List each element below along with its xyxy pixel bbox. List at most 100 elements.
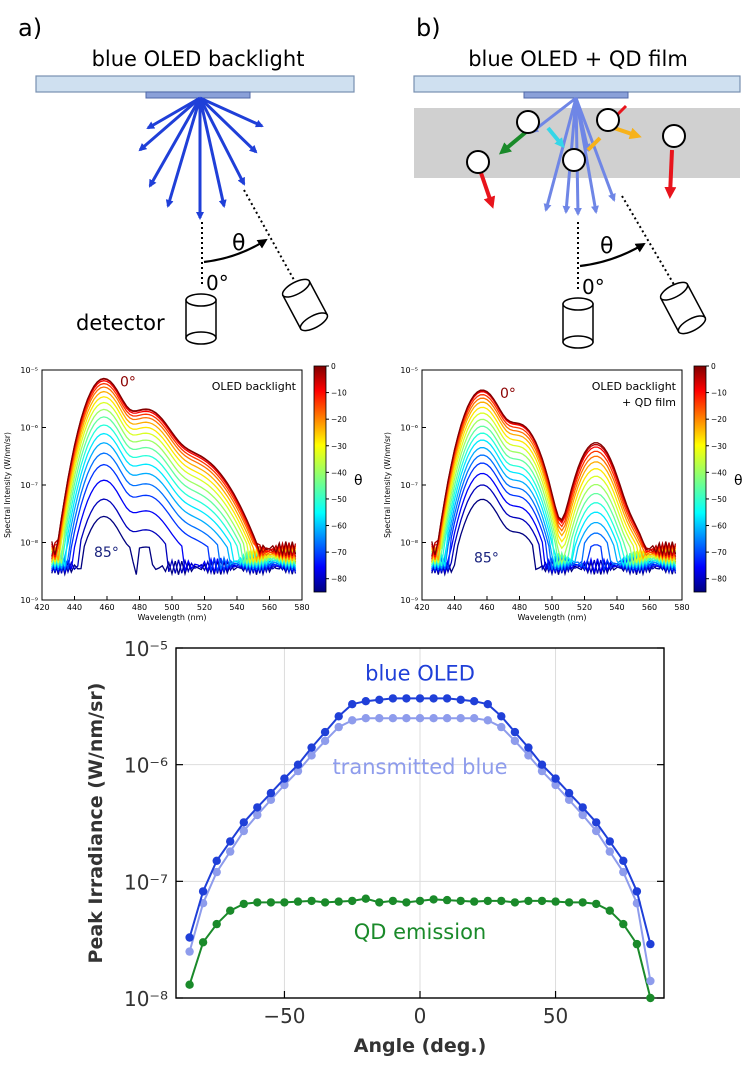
- spectrum-line--15deg: [431, 394, 677, 559]
- series-point-blue-oled: [239, 818, 248, 827]
- x-tick-label: 460: [99, 603, 114, 612]
- x-tick-label: 540: [229, 603, 244, 612]
- series-point-qd-emission: [524, 896, 533, 906]
- transmitted-ray-arrow: [574, 97, 616, 202]
- spectrum-line--35deg: [431, 412, 677, 565]
- series-point-qd-emission: [320, 898, 330, 907]
- plot-annotation-line-2: + QD film: [622, 396, 676, 409]
- series-point-qd-emission: [578, 898, 587, 907]
- series-point-transmitted-blue: [470, 714, 479, 723]
- series-point-transmitted-blue: [497, 722, 506, 732]
- transmitted-ray-arrow: [530, 96, 577, 134]
- x-axis-label: Angle (deg.): [354, 1035, 487, 1057]
- angled-dotted-line: [243, 189, 295, 281]
- y-axis-label: Spectral Intensity (W/nm/sr): [3, 432, 12, 538]
- legend-transmitted-blue: transmitted blue: [332, 755, 507, 779]
- oled-chip: [145, 91, 251, 99]
- series-point-blue-oled: [293, 760, 303, 769]
- series-point-transmitted-blue: [456, 714, 465, 723]
- y-tick-label: 10⁻⁸: [400, 539, 418, 548]
- plot-annotation: OLED backlight: [212, 380, 297, 393]
- peak-label-0deg: 0°: [500, 386, 516, 402]
- colorbar-tick-label: −80: [711, 575, 727, 584]
- panel-a-title: blue OLED backlight: [92, 47, 305, 71]
- oled-ray-arrow: [165, 97, 202, 208]
- series-point-transmitted-blue: [578, 810, 587, 820]
- series-point-blue-oled: [361, 697, 370, 706]
- colorbar-tick-label: −60: [331, 522, 347, 531]
- series-point-transmitted-blue: [402, 714, 411, 723]
- series-point-transmitted-blue: [185, 947, 194, 956]
- series-point-transmitted-blue: [619, 867, 628, 877]
- colorbar-tick-label: −30: [331, 442, 347, 451]
- series-point-transmitted-blue: [429, 714, 438, 723]
- panel-b-title: blue OLED + QD film: [468, 47, 688, 71]
- x-tick-label: 440: [447, 603, 462, 612]
- series-point-blue-oled: [619, 856, 628, 865]
- series-point-blue-oled: [510, 727, 520, 737]
- oled-ray-arrow: [199, 96, 264, 128]
- cyan-arrow: [546, 126, 565, 149]
- detector-normal-icon-b: [562, 297, 594, 349]
- x-tick-label: 420: [34, 603, 49, 612]
- series-point-blue-oled: [320, 727, 330, 737]
- colorbar-tick-label: −70: [331, 548, 347, 557]
- colorbar: [693, 365, 707, 593]
- series-point-qd-emission: [497, 896, 506, 906]
- series-point-transmitted-blue: [307, 751, 316, 760]
- series-point-qd-emission: [185, 980, 194, 989]
- y-tick-label: 10⁻⁹: [20, 596, 38, 605]
- series-point-qd-emission: [415, 896, 425, 906]
- colorbar-tick-label: 0: [331, 362, 336, 371]
- y-tick-label: 10⁻⁷: [20, 481, 38, 490]
- series-point-blue-oled: [524, 743, 533, 752]
- transmitted-ray-arrow: [574, 97, 591, 152]
- series-point-blue-oled: [375, 695, 384, 704]
- series-point-transmitted-blue: [483, 716, 492, 725]
- series-point-transmitted-blue: [442, 714, 452, 723]
- y-axis-label: Spectral Intensity (W/nm/sr): [383, 432, 392, 538]
- x-tick-label: 560: [262, 603, 277, 612]
- series-point-blue-oled: [348, 700, 357, 709]
- series-point-transmitted-blue: [415, 714, 425, 723]
- panel-a-schematic: a) blue OLED backlight θ 0° detector: [18, 14, 355, 345]
- series-point-blue-oled: [456, 695, 465, 704]
- x-tick-label: 50: [543, 1004, 568, 1028]
- angle-arc-arrow-b: [579, 242, 646, 268]
- series-point-qd-emission: [605, 906, 614, 915]
- series-point-blue-oled: [415, 694, 425, 703]
- series-point-transmitted-blue: [253, 810, 262, 820]
- series-point-qd-emission: [470, 897, 479, 906]
- series-point-qd-emission: [307, 896, 316, 906]
- x-axis-label: Wavelength (nm): [517, 613, 586, 622]
- spectrum-line--25deg: [51, 390, 297, 563]
- series-point-blue-oled: [632, 887, 642, 896]
- colorbar-theta-label: θ: [734, 473, 743, 489]
- x-tick-label: 500: [164, 603, 179, 612]
- y-tick-label: 10⁻⁷: [400, 481, 418, 490]
- colorbar-tick-label: −20: [711, 415, 727, 424]
- theta-label-a: θ: [232, 231, 245, 256]
- series-point-blue-oled: [266, 788, 276, 798]
- series-point-blue-oled: [483, 700, 492, 709]
- series-point-transmitted-blue: [646, 976, 655, 986]
- colorbar-tick-label: −50: [711, 495, 727, 504]
- series-point-transmitted-blue: [388, 714, 398, 723]
- spectrum-line-0deg: [431, 389, 677, 558]
- series-point-qd-emission: [212, 919, 221, 929]
- theta-label-b: θ: [600, 234, 613, 259]
- quantum-dot-icon: [562, 148, 586, 172]
- legend-qd-emission: QD emission: [354, 920, 486, 944]
- legend-blue-oled: blue OLED: [365, 661, 475, 685]
- series-point-blue-oled: [497, 712, 506, 721]
- series-point-blue-oled: [429, 694, 438, 703]
- colorbar-tick-label: −50: [331, 495, 347, 504]
- x-axis-label: Wavelength (nm): [137, 613, 206, 622]
- quantum-dot-icon: [516, 110, 540, 134]
- series-point-blue-oled: [551, 774, 560, 783]
- series-point-transmitted-blue: [266, 795, 276, 804]
- peak-irradiance-plot: 10⁻⁸ 10⁻⁷ 10⁻⁶ 10⁻⁵ −50 0 50 Angle (deg.) Peak I…: [85, 637, 665, 1057]
- series-point-qd-emission: [198, 938, 208, 947]
- colorbar-tick-label: −70: [711, 548, 727, 557]
- quantum-dot-icon: [466, 150, 490, 174]
